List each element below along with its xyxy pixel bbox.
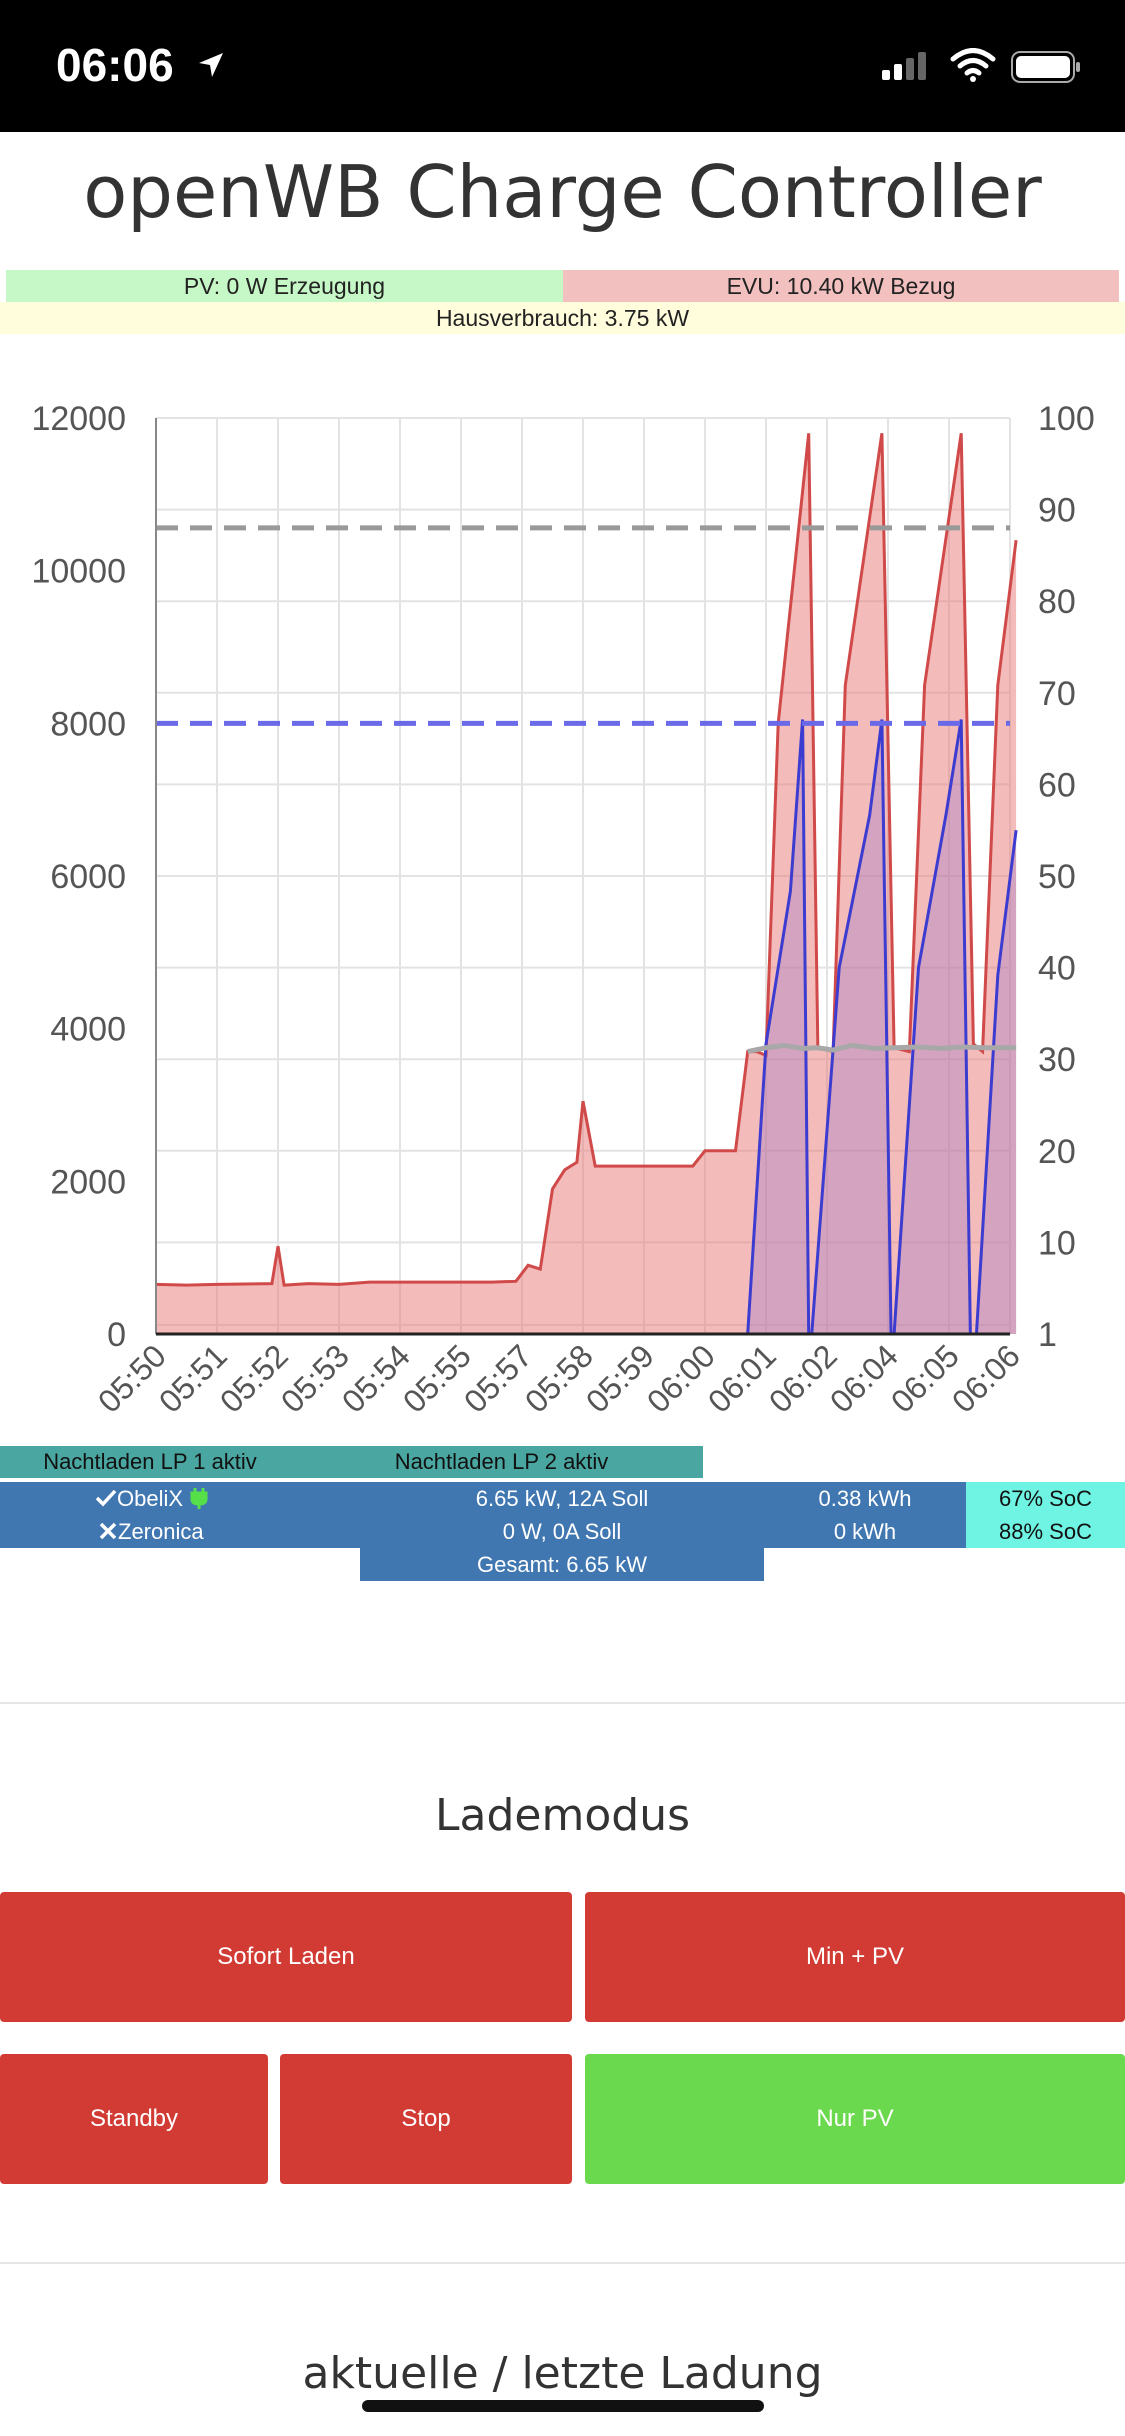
x-tick-label: 05:54 [335,1337,417,1419]
x-tick-label: 05:51 [152,1337,234,1419]
series-0-area [156,433,1017,1334]
sofort-laden-button[interactable]: Sofort Laden [0,1892,572,2022]
x-tick-label: 05:53 [274,1337,356,1419]
series-1-line [156,719,1018,1336]
ladung-title: aktuelle / letzte Ladung [302,2348,823,2399]
lademodus-title: Lademodus [435,1790,690,1841]
y-right-tick-label: 40 [1038,950,1076,988]
series-1-area [156,719,1017,1334]
status-bar: 06:06 [0,0,1125,132]
ladepunkt-row-2[interactable]: Zeronica 0 W, 0A Soll 0 kWh 88% SoC [0,1515,1125,1548]
y-left-tick-label: 2000 [50,1163,126,1201]
power-chart[interactable]: 0 2000 4000 6000 8000 10000 12000 1 10 20 30 40 50 60… [0,380,1125,1440]
lp1-name: ObeliX [117,1486,184,1511]
y-left-tick-label: 12000 [31,400,126,438]
divider [0,1702,1125,1704]
series-2-line [747,1042,1017,1055]
lp2-name: Zeronica [118,1519,204,1544]
x-tick-label: 05:58 [518,1337,600,1419]
x-tick-label: 06:01 [701,1337,783,1419]
y-left-tick-label: 6000 [50,858,126,896]
location-arrow-icon [196,50,226,85]
x-tick-label: 05:59 [579,1337,661,1419]
lp2-name-cell: Zeronica [98,1515,278,1548]
x-tick-label: 06:06 [945,1337,1027,1419]
y-right-tick-label: 10 [1038,1224,1076,1262]
min-pv-button[interactable]: Min + PV [585,1892,1125,2022]
evu-summary: EVU: 10.40 kW Bezug [563,270,1119,302]
lp1-soc: 67% SoC [966,1482,1125,1515]
x-tick-label: 06:04 [823,1337,905,1419]
y-right-tick-label: 60 [1038,766,1076,804]
cross-icon [99,1522,117,1540]
x-tick-label: 06:00 [640,1337,722,1419]
cellular-signal-icon [880,50,930,87]
divider [0,2262,1125,2264]
gesamt-power: Gesamt: 6.65 kW [360,1548,764,1581]
y-right-tick-label: 20 [1038,1133,1076,1171]
lp2-energy: 0 kWh [833,1519,897,1544]
lp1-energy: 0.38 kWh [818,1486,912,1511]
y-right-tick-label: 100 [1038,400,1095,438]
status-time: 06:06 [56,39,174,91]
lp2-power: 0 W, 0A Soll [502,1519,622,1544]
plug-icon [190,1488,208,1509]
x-tick-label: 05:52 [213,1337,295,1419]
x-tick-label: 05:57 [457,1337,539,1419]
home-indicator[interactable] [362,2400,764,2412]
battery-icon [1010,50,1082,89]
x-tick-label: 05:55 [396,1337,478,1419]
y-left-tick-label: 10000 [31,553,126,591]
y-right-tick-label: 50 [1038,858,1076,896]
nur-pv-button[interactable]: Nur PV [585,2054,1125,2184]
y-right-tick-label: 80 [1038,583,1076,621]
lp1-power: 6.65 kW, 12A Soll [475,1486,649,1511]
nachtladen-lp1: Nachtladen LP 1 aktiv [0,1446,300,1478]
hausverbrauch-summary: Hausverbrauch: 3.75 kW [0,302,1125,334]
lp2-soc: 88% SoC [966,1515,1125,1548]
y-right-tick-label: 70 [1038,675,1076,713]
y-right-tick-label: 30 [1038,1041,1076,1079]
stop-button[interactable]: Stop [280,2054,572,2184]
lp1-name-cell: ObeliX [95,1482,275,1515]
page-title: openWB Charge Controller [83,150,1042,234]
pv-summary: PV: 0 W Erzeugung [6,270,563,302]
check-icon [95,1489,117,1507]
y-left-tick-label: 0 [107,1316,126,1354]
x-tick-label: 06:05 [884,1337,966,1419]
y-right-tick-label: 1 [1038,1316,1057,1354]
x-tick-label: 06:02 [762,1337,844,1419]
y-left-tick-label: 4000 [50,1011,126,1049]
y-right-tick-label: 90 [1038,492,1076,530]
x-tick-label: 05:50 [91,1337,173,1419]
y-left-tick-label: 8000 [50,705,126,743]
standby-button[interactable]: Standby [0,2054,268,2184]
nachtladen-lp2: Nachtladen LP 2 aktiv [300,1446,703,1478]
wifi-icon [950,48,996,87]
ladepunkt-row-1[interactable]: ObeliX 6.65 kW, 12A Soll 0.38 kWh 67% So… [0,1482,1125,1515]
